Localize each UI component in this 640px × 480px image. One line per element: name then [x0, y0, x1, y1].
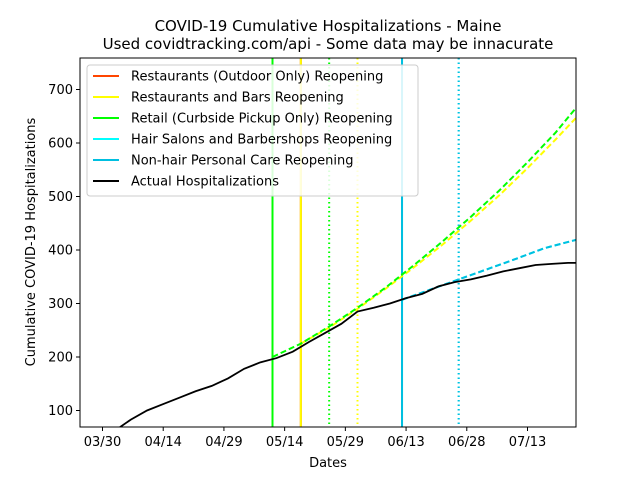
y-tick-label: 500 [48, 190, 73, 205]
legend-box [86, 64, 419, 197]
y-axis: 100 200 300 400 500 600 700 [48, 83, 80, 419]
x-tick-label: 06/28 [448, 435, 485, 450]
x-axis-label: Dates [309, 456, 347, 471]
x-tick-label: 06/13 [387, 435, 424, 450]
x-axis: 03/30 04/14 04/29 05/14 05/29 06/13 06/28 07/13 [84, 427, 546, 450]
x-tick-label: 03/30 [84, 435, 121, 450]
plot-frame [79, 57, 577, 428]
projection-line [272, 106, 576, 358]
legend-label: Non-hair Personal Care Reopening [131, 154, 354, 169]
chart-subtitle: Used covidtracking.com/api - Some data m… [103, 35, 554, 53]
x-tick-label: 05/29 [327, 435, 364, 450]
y-tick-label: 700 [48, 83, 73, 98]
chart-title: COVID-19 Cumulative Hospitalizations - M… [155, 17, 502, 35]
legend-label: Restaurants (Outdoor Only) Reopening [131, 70, 383, 85]
x-tick-label: 05/14 [266, 435, 303, 450]
legend: Restaurants (Outdoor Only) Reopening Rest… [86, 64, 419, 197]
legend-label: Restaurants and Bars Reopening [131, 91, 344, 106]
actual-hospitalizations-line [118, 261, 576, 427]
legend-label: Actual Hospitalizations [131, 175, 279, 190]
legend-label: Retail (Curbside Pickup Only) Reopening [131, 112, 393, 127]
y-tick-label: 300 [48, 297, 73, 312]
y-axis-label: Cumulative COVID-19 Hospitalizations [24, 117, 39, 366]
legend-label: Hair Salons and Barbershops Reopening [131, 133, 392, 148]
y-tick-label: 600 [48, 137, 73, 152]
x-tick-label: 04/14 [144, 435, 181, 450]
y-tick-label: 200 [48, 351, 73, 366]
x-tick-label: 04/29 [205, 435, 242, 450]
x-tick-label: 07/13 [509, 435, 546, 450]
y-tick-label: 400 [48, 244, 73, 259]
y-tick-label: 100 [48, 404, 73, 419]
